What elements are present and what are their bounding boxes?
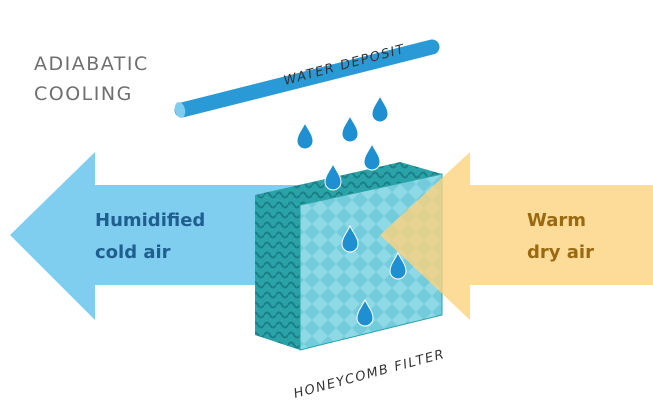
arrow-label: cold air [95,242,171,263]
arrow-label: Humidified [95,210,205,231]
filter-top [255,162,442,205]
arrow-label: Warm [527,210,586,231]
warm-air-arrow [380,152,653,320]
title-line: COOLING [34,83,133,105]
water-pipe [174,39,440,118]
arrow-label: dry air [527,242,594,263]
cold-air-arrow [10,152,300,320]
filter-label: HONEYCOMB FILTER [292,347,447,402]
title-line: ADIABATIC [34,53,149,75]
filter-side [255,195,300,350]
